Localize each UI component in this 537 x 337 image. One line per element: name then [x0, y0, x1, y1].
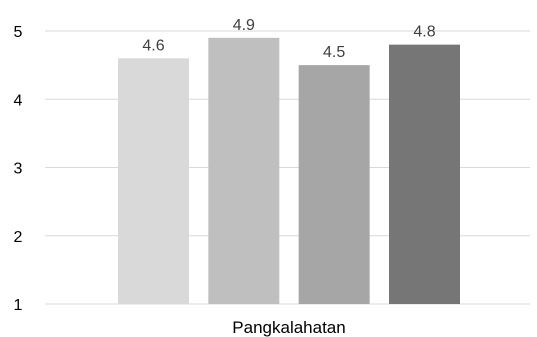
bar-4 — [389, 44, 460, 305]
data-label-1: 4.6 — [142, 37, 164, 54]
data-label-4: 4.8 — [413, 24, 435, 41]
y-tick-label: 4 — [14, 92, 23, 109]
bars — [118, 37, 460, 305]
y-tick-label: 3 — [14, 161, 23, 178]
y-tick-label: 1 — [14, 297, 23, 314]
data-label-3: 4.5 — [323, 44, 345, 61]
y-tick-label: 5 — [14, 24, 23, 41]
y-tick-label: 2 — [14, 229, 23, 246]
axis-labels: 1 2 3 4 5 Pangkalahatan — [14, 24, 346, 337]
data-label-2: 4.9 — [233, 17, 255, 34]
bar-2 — [208, 37, 280, 304]
bar-1 — [118, 58, 189, 304]
bar-3 — [298, 65, 370, 304]
x-category-label: Pangkalahatan — [232, 318, 345, 337]
data-labels: 4.6 4.9 4.5 4.8 — [142, 17, 435, 61]
